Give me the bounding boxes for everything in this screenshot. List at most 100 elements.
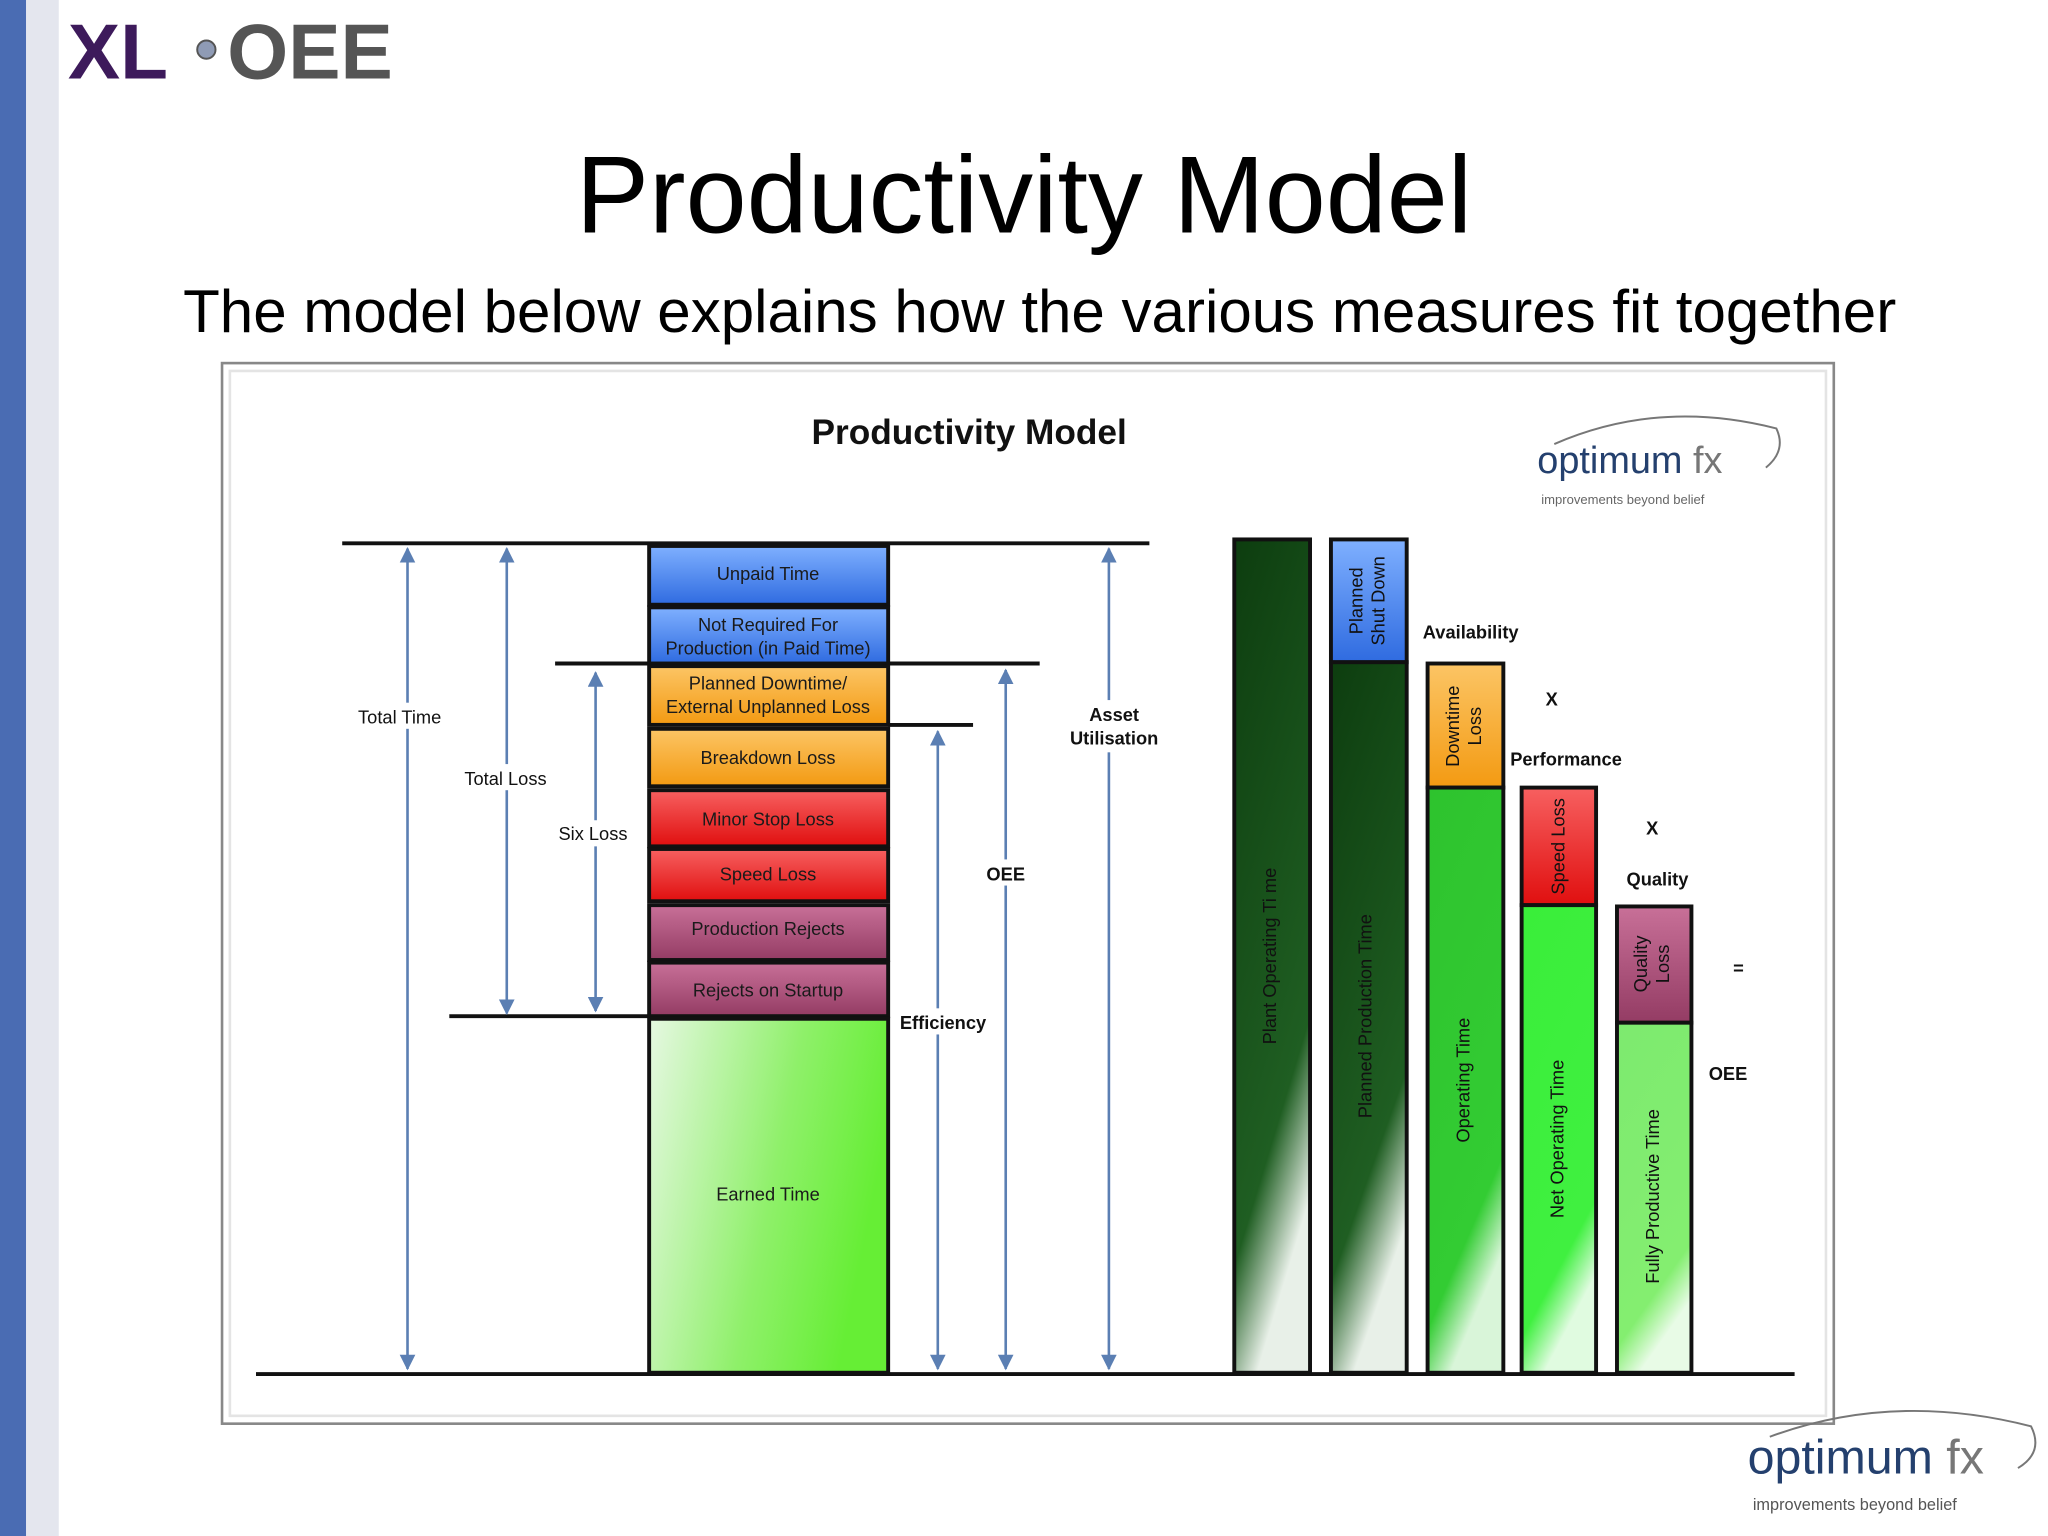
- stack-block: [647, 605, 891, 666]
- brand-word: optimum: [1537, 440, 1682, 482]
- stack-block: [647, 847, 891, 904]
- measure-label: Total Loss: [464, 768, 546, 789]
- label-line: Production (in Paid Time): [665, 637, 870, 658]
- measure-label: Efficiency: [900, 1012, 987, 1033]
- side-stripe: [0, 0, 27, 1536]
- brand-word: optimum: [1748, 1430, 1933, 1484]
- label-line: Planned: [1345, 567, 1366, 634]
- stack-block: [647, 960, 891, 1019]
- diagram-inner-frame: [228, 369, 1828, 1418]
- label-bg: [347, 702, 452, 729]
- label-line: Minor Stop Loss: [702, 808, 834, 829]
- operator: Performance: [1510, 748, 1622, 769]
- label-bg: [893, 1008, 993, 1035]
- brand-word: fx: [1946, 1430, 1984, 1484]
- operator: Availability: [1423, 622, 1520, 643]
- brand-name: optimum fx: [1748, 1430, 1984, 1484]
- label-line: Quality: [1630, 935, 1651, 993]
- label-line: Breakdown Loss: [700, 747, 835, 768]
- bar-label: Fully Productive Time: [1642, 1109, 1663, 1284]
- measure-label: Asset Utilisation: [1070, 704, 1158, 749]
- stack-label: Speed Loss: [720, 863, 816, 884]
- label-line: Not Required For: [698, 614, 838, 635]
- time-bar: [1615, 1020, 1694, 1375]
- label-line: External Unplanned Loss: [666, 696, 870, 717]
- label-line: Total Loss: [464, 768, 546, 789]
- brand-swoosh: [1769, 1409, 2037, 1469]
- measure-label: Six Loss: [558, 823, 627, 844]
- operators: Availability X Performance X Quality = O…: [1423, 622, 1747, 1084]
- label-bg: [1063, 700, 1168, 753]
- time-bar: [1519, 903, 1599, 1375]
- operator: =: [1733, 957, 1744, 978]
- loss-label: PlannedShut Down: [1345, 556, 1388, 645]
- bar-label: Operating Time: [1452, 1018, 1473, 1143]
- measure-label: OEE: [986, 863, 1025, 884]
- slide-subtitle: The model below explains how the various…: [183, 278, 1896, 345]
- measure-label: Total Time: [358, 707, 441, 728]
- label-line: Total Time: [358, 707, 441, 728]
- label-line: Speed Loss: [1548, 798, 1569, 894]
- stack-label: Unpaid Time: [717, 563, 820, 584]
- label-line: Utilisation: [1070, 727, 1158, 748]
- brand-swoosh: [1553, 415, 1781, 469]
- label-line: Speed Loss: [720, 863, 816, 884]
- bar-label: Planned Production Time: [1354, 914, 1375, 1118]
- label-bg: [551, 820, 638, 847]
- bar-label: Plant Operating Ti me: [1259, 868, 1280, 1045]
- stack-block: [647, 543, 891, 607]
- time-bar: [1425, 785, 1506, 1375]
- bar-label: Net Operating Time: [1546, 1060, 1567, 1218]
- stack-block: [647, 788, 891, 849]
- brand-word: fx: [1693, 440, 1723, 482]
- stack-block: [647, 903, 891, 962]
- loss-label: DowntimeLoss: [1442, 686, 1485, 767]
- label-line: Six Loss: [558, 823, 627, 844]
- label-line: Earned Time: [716, 1183, 820, 1204]
- measures: Total Time Total Loss Six Loss Efficienc…: [347, 547, 1168, 1371]
- operator: X: [1646, 818, 1659, 839]
- stack-block: [647, 726, 891, 789]
- label-line: Rejects on Startup: [693, 980, 843, 1001]
- brand-tagline: improvements beyond belief: [1541, 492, 1705, 507]
- stack-label: Not Required For Production (in Paid Time…: [665, 614, 870, 659]
- label-line: Downtime: [1442, 686, 1463, 767]
- time-bar: [1328, 660, 1409, 1375]
- operator: OEE: [1709, 1063, 1748, 1084]
- diagram-title: Productivity Model: [811, 413, 1126, 452]
- label-line: Production Rejects: [691, 918, 844, 939]
- label-bg: [976, 859, 1035, 886]
- logo-dot: [196, 39, 217, 60]
- stack-label: Planned Downtime/External Unplanned Loss: [666, 673, 870, 718]
- stack-label: Breakdown Loss: [700, 747, 835, 768]
- label-line: Loss: [1464, 707, 1485, 746]
- stack-label: Earned Time: [716, 1183, 820, 1204]
- brand-name: optimum fx: [1537, 440, 1722, 482]
- stack-block: [647, 664, 891, 727]
- label-line: Planned Downtime/: [689, 673, 848, 694]
- loss-bar: [1615, 904, 1694, 1025]
- operator: Quality: [1627, 869, 1690, 890]
- slide-title: Productivity Model: [576, 134, 1472, 256]
- diagram-brand: optimum fx improvements beyond belief: [1537, 415, 1781, 507]
- loss-stack: Unpaid Time Not Required For Production (…: [647, 543, 891, 1375]
- time-bar: [1232, 537, 1312, 1375]
- brand-tagline: improvements beyond belief: [1753, 1496, 1957, 1514]
- oee-bars: Plant Operating Ti me PlannedShut Down P…: [1232, 537, 1694, 1375]
- stack-label: Minor Stop Loss: [702, 808, 834, 829]
- label-line: Asset: [1089, 704, 1139, 725]
- label-line: OEE: [986, 863, 1025, 884]
- logo-oee: OEE: [227, 7, 392, 95]
- footer-brand: optimum fx improvements beyond belief: [1748, 1409, 2037, 1514]
- stack-label: Production Rejects: [691, 918, 844, 939]
- operator: X: [1546, 688, 1559, 709]
- label-line: Unpaid Time: [717, 563, 820, 584]
- side-band: [26, 0, 59, 1536]
- logo-xl: XL: [68, 7, 168, 95]
- stack-block: [647, 1016, 891, 1375]
- loss-label: QualityLoss: [1630, 935, 1673, 993]
- loss-label: Speed Loss: [1548, 798, 1569, 894]
- label-bg: [454, 764, 557, 791]
- loss-bar: [1519, 785, 1599, 908]
